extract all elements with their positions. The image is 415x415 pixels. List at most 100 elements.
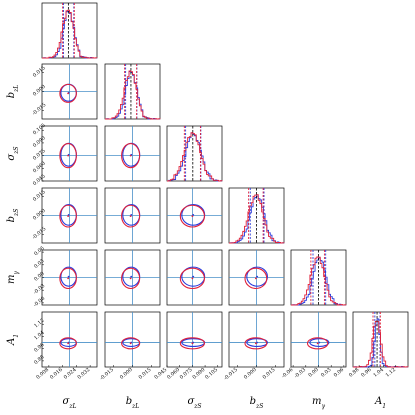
panel-frame <box>166 311 223 368</box>
mean-point-red <box>67 92 70 95</box>
y-tick-label: 0.03 <box>33 258 45 270</box>
axis-label-3: bzS <box>6 209 20 223</box>
x-tick-label: -0.06 <box>281 367 295 380</box>
x-tick-label: 1.12 <box>385 367 397 379</box>
contour-red <box>59 204 77 228</box>
x-tick-label: 0.03 <box>320 367 332 379</box>
panel-5-4: -0.06 -0.03 0.00 0.03 0.06 <box>281 311 347 380</box>
mean-point-red <box>129 342 132 345</box>
contour-red <box>59 337 77 350</box>
contour-blue <box>246 266 268 287</box>
x-tick-label: 0.015 <box>138 367 153 381</box>
mean-point-red <box>129 154 132 157</box>
x-tick-label: 0.96 <box>360 367 372 379</box>
mean-point-red <box>129 277 132 280</box>
x-tick-label: 0.105 <box>204 367 219 381</box>
y-tick-label: 0.88 <box>33 354 45 366</box>
contour-red <box>59 83 77 103</box>
histogram-red-1 <box>105 70 161 120</box>
axis-label-5: A1 <box>374 396 386 410</box>
axis-label-4: mγ <box>6 271 20 284</box>
panel-5-1: -0.015 0.000 0.015 <box>99 311 161 382</box>
mean-point-blue <box>256 275 259 278</box>
axis-label-1: bzL <box>126 396 140 410</box>
x-tick-label: 0.008 <box>35 367 50 381</box>
axis-label-0: σzL <box>63 396 77 410</box>
contour-red <box>179 267 205 290</box>
mean-point-blue <box>318 341 321 344</box>
mean-point-red <box>67 154 70 157</box>
y-tick-label: 1.04 <box>33 330 45 342</box>
x-tick-label: 0.024 <box>63 367 78 381</box>
contour-red <box>121 204 141 228</box>
contour-blue <box>246 338 268 348</box>
histogram-red-5 <box>353 320 409 368</box>
y-tick-label: 0.96 <box>33 342 45 354</box>
panel-2-1 <box>104 125 161 182</box>
x-tick-label: -0.03 <box>293 367 307 380</box>
y-tick-label: 0.00 <box>33 271 45 283</box>
x-tick-label: -0.015 <box>223 367 239 382</box>
mean-point-red <box>67 342 70 345</box>
panel-5-5: 0.88 0.96 1.04 1.12 <box>348 311 409 379</box>
x-tick-label: 0.88 <box>348 367 360 379</box>
histogram-red-0 <box>42 9 98 59</box>
contour-red <box>121 143 141 169</box>
contour-red <box>59 143 77 169</box>
axis-label-2: σzS <box>6 146 20 160</box>
histogram-red-4 <box>291 256 347 306</box>
x-tick-label: 0.000 <box>119 367 134 381</box>
x-tick-label: 0.000 <box>243 367 258 381</box>
contour-red <box>179 204 205 228</box>
y-tick-label: 0.06 <box>33 245 45 257</box>
mean-point-red <box>254 342 257 345</box>
panel-4-3 <box>228 249 285 306</box>
x-tick-label: 0.06 <box>333 367 345 379</box>
x-tick-label: 0.045 <box>153 367 168 381</box>
panel-2-2 <box>166 125 223 182</box>
mean-point-red <box>129 215 132 218</box>
x-tick-label: 1.04 <box>372 367 384 379</box>
panel-4-1 <box>104 249 161 306</box>
panel-1-1 <box>104 63 161 120</box>
axis-label-4: mγ <box>312 396 325 410</box>
x-tick-label: 0.015 <box>262 367 277 381</box>
panel-4-4 <box>290 249 347 306</box>
panel-3-1 <box>104 187 161 244</box>
mean-point-red <box>191 342 194 345</box>
panel-0-0 <box>41 2 98 59</box>
axis-label-3: bzS <box>250 396 264 410</box>
axis-label-1: bzL <box>6 85 20 99</box>
mean-point-red <box>254 277 257 280</box>
x-tick-label: 0.032 <box>77 367 92 381</box>
x-tick-label: 0.016 <box>49 367 64 381</box>
mean-point-blue <box>192 275 195 278</box>
histogram-red-3 <box>229 194 285 244</box>
histogram-red-2 <box>167 132 223 182</box>
contour-red <box>244 337 268 350</box>
x-tick-label: 0.060 <box>166 367 181 381</box>
mean-point-blue <box>130 275 133 278</box>
x-tick-label: 0.00 <box>307 367 319 379</box>
y-tick-label: 1.12 <box>33 318 45 330</box>
x-tick-label: 0.090 <box>192 367 207 381</box>
panel-3-3 <box>228 187 285 244</box>
x-tick-label: 0.075 <box>179 367 194 381</box>
x-tick-label: -0.015 <box>99 367 115 382</box>
contour-red <box>244 267 268 290</box>
contour-blue <box>309 338 330 348</box>
mean-point-red <box>67 277 70 280</box>
axis-label-2: σzS <box>187 396 201 410</box>
panel-5-3: -0.015 0.000 0.015 <box>223 311 285 382</box>
contour-red <box>121 267 141 290</box>
contour-red <box>59 267 77 290</box>
panel-4-0: -0.06-0.030.000.030.06 <box>33 245 98 309</box>
panel-3-2 <box>166 187 223 244</box>
mean-point-blue <box>67 275 70 278</box>
